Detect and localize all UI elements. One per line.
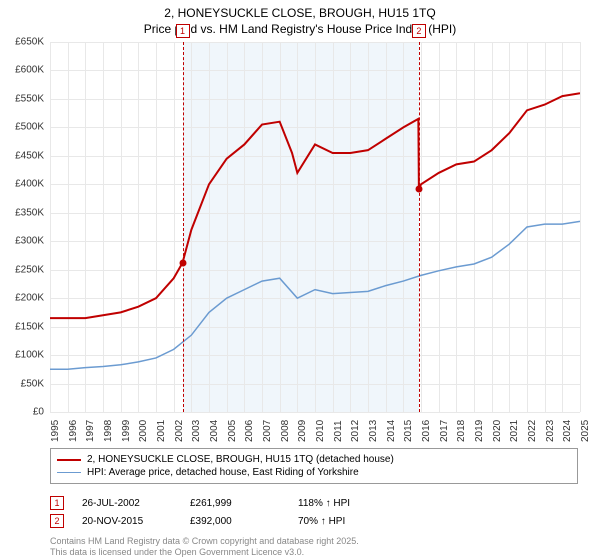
sale-marker-2: 2 [50, 514, 64, 528]
sale-date: 26-JUL-2002 [82, 498, 172, 509]
x-tick-label: 2016 [421, 420, 432, 442]
x-tick-label: 2025 [580, 420, 591, 442]
legend: 2, HONEYSUCKLE CLOSE, BROUGH, HU15 1TQ (… [50, 448, 578, 484]
x-tick-label: 2021 [509, 420, 520, 442]
x-axis-labels: 1995 1996 1997 1998 1999 2000 2001 2002 2003 2004… [50, 416, 580, 444]
sale-delta: 70% ↑ HPI [298, 516, 388, 527]
x-tick-label: 2010 [315, 420, 326, 442]
x-tick-label: 2003 [191, 420, 202, 442]
footer-line-1: Contains HM Land Registry data © Crown c… [50, 536, 359, 547]
sale-price: £261,999 [190, 498, 280, 509]
legend-item-property: 2, HONEYSUCKLE CLOSE, BROUGH, HU15 1TQ (… [57, 453, 571, 466]
x-tick-label: 2011 [333, 420, 344, 442]
x-tick-label: 2002 [174, 420, 185, 442]
chart-container: 2, HONEYSUCKLE CLOSE, BROUGH, HU15 1TQ P… [0, 0, 600, 560]
y-tick-label: £0 [33, 407, 44, 418]
y-tick-label: £150K [15, 321, 44, 332]
x-tick-label: 2008 [280, 420, 291, 442]
x-tick-label: 2014 [386, 420, 397, 442]
y-tick-label: £100K [15, 350, 44, 361]
x-tick-label: 2006 [244, 420, 255, 442]
x-tick-label: 2000 [138, 420, 149, 442]
x-tick-label: 2013 [368, 420, 379, 442]
x-tick-label: 2019 [474, 420, 485, 442]
footer-attribution: Contains HM Land Registry data © Crown c… [50, 536, 359, 558]
legend-label-property: 2, HONEYSUCKLE CLOSE, BROUGH, HU15 1TQ (… [87, 454, 394, 465]
legend-swatch-hpi [57, 472, 81, 474]
y-tick-label: £650K [15, 37, 44, 48]
x-tick-label: 2020 [492, 420, 503, 442]
x-tick-label: 2005 [227, 420, 238, 442]
x-tick-label: 2024 [562, 420, 573, 442]
y-tick-label: £250K [15, 264, 44, 275]
marker-flag: 2 [412, 24, 426, 38]
sale-marker-1: 1 [50, 496, 64, 510]
plot-area: 12 [50, 42, 580, 412]
x-tick-label: 1996 [68, 420, 79, 442]
footer-line-2: This data is licensed under the Open Gov… [50, 547, 359, 558]
y-tick-label: £300K [15, 236, 44, 247]
y-axis-labels: £0£50K£100K£150K£200K£250K£300K£350K£400… [0, 42, 46, 412]
title-line-2: Price paid vs. HM Land Registry's House … [0, 22, 600, 38]
x-tick-label: 1997 [85, 420, 96, 442]
x-tick-label: 2015 [403, 420, 414, 442]
sale-records: 1 26-JUL-2002 £261,999 118% ↑ HPI 2 20-N… [50, 494, 388, 530]
chart-svg [50, 42, 580, 412]
chart-title: 2, HONEYSUCKLE CLOSE, BROUGH, HU15 1TQ P… [0, 0, 600, 37]
y-tick-label: £400K [15, 179, 44, 190]
y-tick-label: £550K [15, 93, 44, 104]
y-tick-label: £50K [21, 378, 44, 389]
y-tick-label: £450K [15, 150, 44, 161]
x-tick-label: 2012 [350, 420, 361, 442]
x-tick-label: 2007 [262, 420, 273, 442]
x-tick-label: 1998 [103, 420, 114, 442]
y-tick-label: £200K [15, 293, 44, 304]
x-tick-label: 2001 [156, 420, 167, 442]
sale-delta: 118% ↑ HPI [298, 498, 388, 509]
x-tick-label: 2022 [527, 420, 538, 442]
sale-row: 1 26-JUL-2002 £261,999 118% ↑ HPI [50, 494, 388, 512]
y-tick-label: £350K [15, 207, 44, 218]
x-tick-label: 2018 [456, 420, 467, 442]
sale-point [179, 259, 186, 266]
x-tick-label: 1995 [50, 420, 61, 442]
title-line-1: 2, HONEYSUCKLE CLOSE, BROUGH, HU15 1TQ [0, 6, 600, 22]
x-tick-label: 2017 [439, 420, 450, 442]
x-tick-label: 2023 [545, 420, 556, 442]
x-tick-label: 1999 [121, 420, 132, 442]
sale-point [415, 185, 422, 192]
legend-swatch-property [57, 459, 81, 461]
sale-date: 20-NOV-2015 [82, 516, 172, 527]
legend-label-hpi: HPI: Average price, detached house, East… [87, 467, 359, 478]
marker-flag: 1 [176, 24, 190, 38]
sale-row: 2 20-NOV-2015 £392,000 70% ↑ HPI [50, 512, 388, 530]
x-tick-label: 2004 [209, 420, 220, 442]
y-tick-label: £600K [15, 65, 44, 76]
sale-price: £392,000 [190, 516, 280, 527]
legend-item-hpi: HPI: Average price, detached house, East… [57, 466, 571, 479]
y-tick-label: £500K [15, 122, 44, 133]
x-tick-label: 2009 [297, 420, 308, 442]
